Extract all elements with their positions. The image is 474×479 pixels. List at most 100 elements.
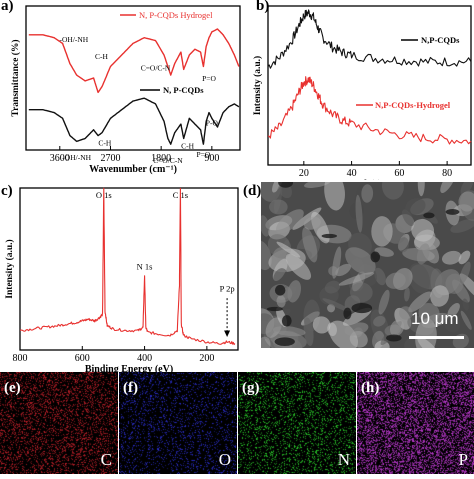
- peak-annotation: P=O: [202, 74, 216, 83]
- series-line-0: [28, 28, 240, 94]
- sem-grain: [261, 215, 270, 237]
- sem-grain: [361, 184, 374, 203]
- xps-chart: 800 600 400 200 Binding Energy (eV) Intensity…: [4, 187, 239, 375]
- sem-grain: [272, 326, 306, 337]
- y-axis-label: Intensity (a.u.): [252, 56, 263, 115]
- sem-grain: [404, 287, 410, 302]
- x-tick-label: 2700: [100, 153, 120, 164]
- sem-grain: [445, 273, 464, 294]
- peak-annotation: P-O: [206, 118, 219, 127]
- sem-grain: [261, 182, 282, 202]
- sem-grain: [444, 233, 459, 246]
- plot-frame: [19, 187, 239, 351]
- plot-frame: [267, 5, 472, 166]
- sem-grain: [458, 191, 474, 212]
- peak-annotation: -OH/-NH: [62, 153, 91, 162]
- sem-grain: [458, 250, 471, 265]
- sem-grain: [408, 291, 432, 313]
- map-carbon: (e) C: [0, 372, 118, 474]
- sem-pore: [370, 251, 381, 263]
- sem-grain: [272, 247, 287, 262]
- peak-label-o1s: O 1s: [96, 190, 112, 200]
- sem-grain: [312, 316, 331, 334]
- sem-grain: [269, 199, 288, 215]
- scale-bar: [409, 336, 464, 339]
- series-line-0: [267, 9, 472, 69]
- sem-grain: [371, 216, 393, 247]
- xps-panel: 800 600 400 200 Binding Energy (eV) Intensity…: [0, 182, 258, 375]
- sem-grain: [344, 322, 369, 336]
- map-oxygen-element: O: [218, 450, 231, 469]
- sem-grain: [447, 303, 460, 318]
- sem-pore: [423, 212, 435, 219]
- sem-pore: [321, 233, 338, 239]
- series-line-1: [267, 76, 472, 145]
- sem-image: 10 μm: [261, 182, 474, 348]
- peak-annotation: C-H: [95, 52, 109, 61]
- peak-annotation: P=O: [196, 150, 210, 159]
- plot-frame: [25, 5, 241, 151]
- sem-grain: [261, 240, 272, 271]
- sem-pore: [445, 208, 460, 215]
- sem-grain: [450, 218, 474, 233]
- map-carbon-letter: (e): [4, 380, 21, 396]
- map-phosphorus-letter: (h): [361, 380, 380, 396]
- sem-grain: [399, 306, 413, 320]
- map-nitrogen: (g) N: [238, 372, 356, 474]
- xrd-panel: 20 40 60 80 2θ (°) Intensity (a.u.) N,P-CQDs N,…: [246, 0, 474, 190]
- peak-label-p2p: P 2p: [220, 284, 235, 294]
- ftir-panel: 3600 2700 1800 900 Wavenumber (cm⁻¹) Transmit…: [0, 0, 245, 180]
- sem-grain: [405, 198, 426, 215]
- y-axis-label: Intensity (a.u.): [4, 239, 15, 298]
- p2p-arrowhead: [224, 330, 231, 338]
- sem-pore: [343, 307, 352, 320]
- sem-pore: [274, 337, 295, 346]
- sem-pore: [386, 334, 402, 342]
- xrd-chart: 20 40 60 80 2θ (°) Intensity (a.u.) N,P-CQDs N,…: [252, 5, 472, 190]
- sem-grain: [355, 194, 363, 233]
- sem-grain: [459, 273, 474, 302]
- sem-grain: [261, 336, 271, 348]
- sem-grain: [272, 182, 284, 193]
- sem-pore: [274, 284, 286, 296]
- sem-grain: [401, 209, 414, 227]
- sem-grain: [276, 241, 301, 258]
- sem-grain: [460, 310, 472, 330]
- sem-grain: [440, 182, 456, 194]
- x-tick-label: 400: [137, 353, 152, 364]
- map-oxygen-image: [119, 372, 237, 474]
- sem-grain: [408, 263, 430, 294]
- peak-label-n1s: N 1s: [137, 261, 153, 271]
- sem-grain: [338, 272, 375, 286]
- x-tick-label: 40: [347, 168, 357, 179]
- map-oxygen: (f) O: [119, 372, 237, 474]
- sem-grain: [327, 304, 336, 313]
- panel-b-label: b): [256, 0, 270, 14]
- sem-grain: [378, 289, 390, 315]
- sem-pore: [278, 182, 294, 188]
- sem-pore: [281, 315, 292, 327]
- y-axis-label: Transmittance (%): [10, 39, 21, 116]
- sem-grain: [418, 302, 440, 324]
- sem-grain: [389, 319, 405, 337]
- map-phosphorus-element: P: [458, 450, 468, 469]
- sem-texture: [261, 182, 474, 348]
- sem-grain: [332, 246, 342, 279]
- peak-label-c1s: C 1s: [173, 190, 188, 200]
- peak-annotation: C-H: [181, 141, 195, 150]
- sem-grain: [373, 315, 386, 327]
- panel-a-label: a): [1, 0, 14, 14]
- legend-label-hydrogel: N, P-CQDs Hydrogel: [139, 10, 213, 20]
- sem-grain: [442, 250, 462, 265]
- panel-d-label: (d): [243, 183, 262, 199]
- map-oxygen-letter: (f): [123, 380, 138, 396]
- sem-grain: [302, 227, 318, 263]
- series-line-1: [28, 97, 240, 145]
- sem-grain: [462, 298, 469, 311]
- x-axis-label: 2θ (°): [358, 179, 381, 180]
- sem-grain: [349, 282, 373, 303]
- peak-annotation: C=O/C-N: [153, 156, 183, 165]
- sem-grain: [304, 182, 331, 188]
- x-axis-label: Binding Energy (eV): [85, 364, 173, 372]
- sem-grain: [273, 268, 288, 288]
